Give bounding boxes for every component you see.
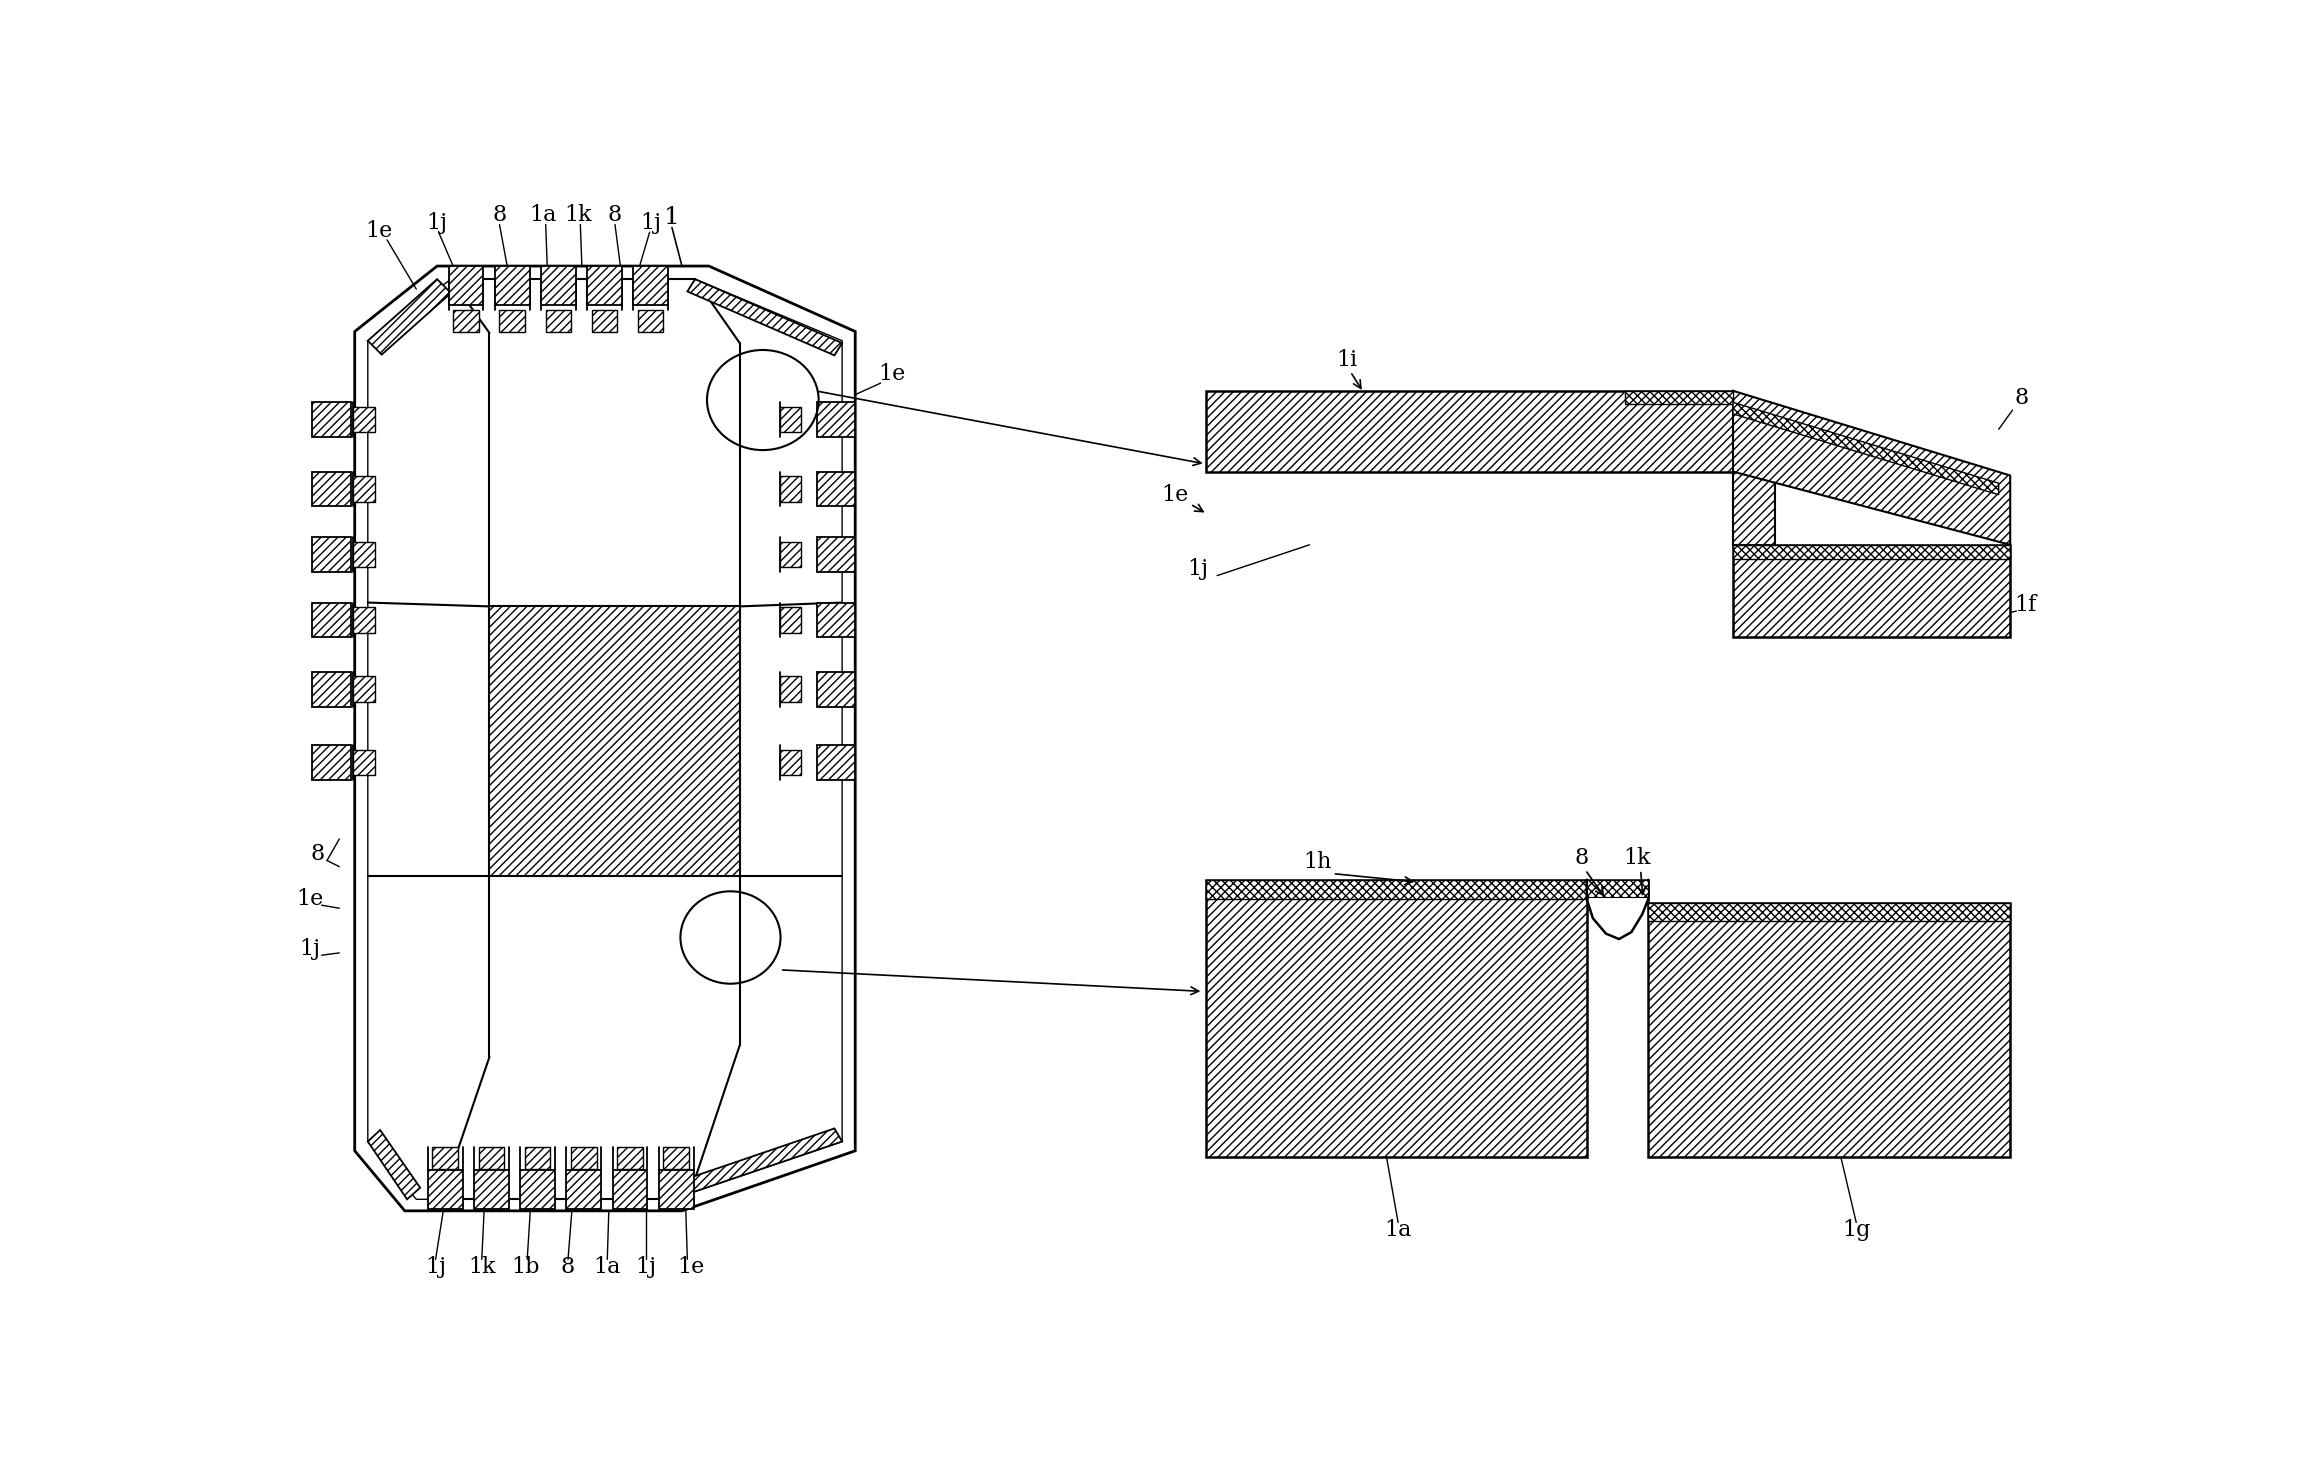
Polygon shape [639, 310, 664, 331]
Text: 1e: 1e [366, 219, 393, 242]
Polygon shape [354, 676, 375, 702]
Polygon shape [313, 403, 352, 437]
Polygon shape [779, 607, 802, 632]
Polygon shape [313, 537, 352, 572]
Text: 1j: 1j [428, 212, 448, 234]
Polygon shape [779, 476, 802, 502]
Text: 1a: 1a [529, 204, 556, 226]
Polygon shape [1205, 880, 1586, 1156]
Polygon shape [779, 542, 802, 566]
Polygon shape [428, 1169, 462, 1209]
Text: 1: 1 [664, 206, 681, 229]
Text: 1f: 1f [2014, 594, 2037, 616]
Polygon shape [612, 1169, 648, 1209]
Polygon shape [354, 749, 375, 775]
Text: 8: 8 [310, 844, 324, 866]
Polygon shape [520, 1169, 554, 1209]
Polygon shape [664, 1129, 841, 1199]
Text: 1a: 1a [1384, 1219, 1412, 1241]
Polygon shape [368, 279, 451, 355]
Polygon shape [1733, 545, 2009, 637]
Polygon shape [313, 603, 352, 637]
Text: 1h: 1h [1304, 851, 1331, 873]
Polygon shape [779, 749, 802, 775]
Text: 8: 8 [2014, 387, 2030, 409]
Polygon shape [313, 672, 352, 707]
Polygon shape [474, 1169, 508, 1209]
Polygon shape [660, 1169, 694, 1209]
Polygon shape [499, 310, 524, 331]
Polygon shape [816, 537, 855, 572]
Text: 8: 8 [607, 204, 623, 226]
Polygon shape [1733, 403, 1998, 495]
Polygon shape [779, 676, 802, 702]
Polygon shape [354, 607, 375, 632]
Text: 1g: 1g [1841, 1219, 1871, 1241]
Text: 8: 8 [1575, 847, 1589, 869]
Text: 1e: 1e [878, 364, 906, 385]
Polygon shape [566, 1169, 600, 1209]
Polygon shape [368, 1130, 421, 1199]
Text: 1k: 1k [563, 204, 591, 226]
Text: 1i: 1i [1336, 349, 1356, 371]
Polygon shape [354, 407, 375, 432]
Text: 1j: 1j [299, 937, 320, 961]
Text: 8: 8 [492, 204, 506, 226]
Polygon shape [1586, 880, 1648, 896]
Polygon shape [490, 606, 740, 876]
Polygon shape [478, 1148, 503, 1168]
Polygon shape [354, 266, 855, 1210]
Polygon shape [494, 266, 529, 305]
Text: 1j: 1j [425, 1256, 446, 1278]
Polygon shape [313, 745, 352, 780]
Polygon shape [816, 403, 855, 437]
Text: 1j: 1j [635, 1256, 655, 1278]
Text: 1a: 1a [593, 1256, 621, 1278]
Polygon shape [453, 310, 478, 331]
Polygon shape [779, 407, 802, 432]
Text: 1b: 1b [510, 1256, 540, 1278]
Text: 1k: 1k [469, 1256, 497, 1278]
Polygon shape [816, 603, 855, 637]
Text: 1e: 1e [678, 1256, 706, 1278]
Polygon shape [1625, 391, 1733, 404]
Polygon shape [540, 266, 575, 305]
Polygon shape [1648, 902, 2009, 1156]
Text: 1k: 1k [1623, 847, 1651, 869]
Text: 1j: 1j [1186, 558, 1209, 581]
Text: 1e: 1e [1161, 483, 1189, 505]
Text: 1e: 1e [297, 888, 324, 910]
Polygon shape [545, 310, 570, 331]
Polygon shape [313, 472, 352, 507]
Polygon shape [591, 310, 618, 331]
Polygon shape [618, 1148, 644, 1168]
Polygon shape [368, 279, 841, 1199]
Polygon shape [1648, 902, 2009, 921]
Text: 8: 8 [561, 1256, 575, 1278]
Polygon shape [1733, 391, 2009, 545]
Text: 1j: 1j [641, 212, 662, 234]
Polygon shape [448, 266, 483, 305]
Polygon shape [1205, 880, 1586, 899]
Polygon shape [687, 279, 841, 355]
Polygon shape [354, 542, 375, 566]
Polygon shape [570, 1148, 595, 1168]
Polygon shape [1733, 545, 2009, 559]
Polygon shape [1586, 880, 1648, 939]
Polygon shape [816, 472, 855, 507]
Polygon shape [1205, 391, 1733, 472]
Polygon shape [816, 672, 855, 707]
Polygon shape [1733, 472, 1775, 545]
Polygon shape [664, 1148, 690, 1168]
Polygon shape [354, 476, 375, 502]
Polygon shape [432, 1148, 458, 1168]
Polygon shape [816, 745, 855, 780]
Polygon shape [586, 266, 623, 305]
Polygon shape [524, 1148, 549, 1168]
Polygon shape [635, 266, 669, 305]
